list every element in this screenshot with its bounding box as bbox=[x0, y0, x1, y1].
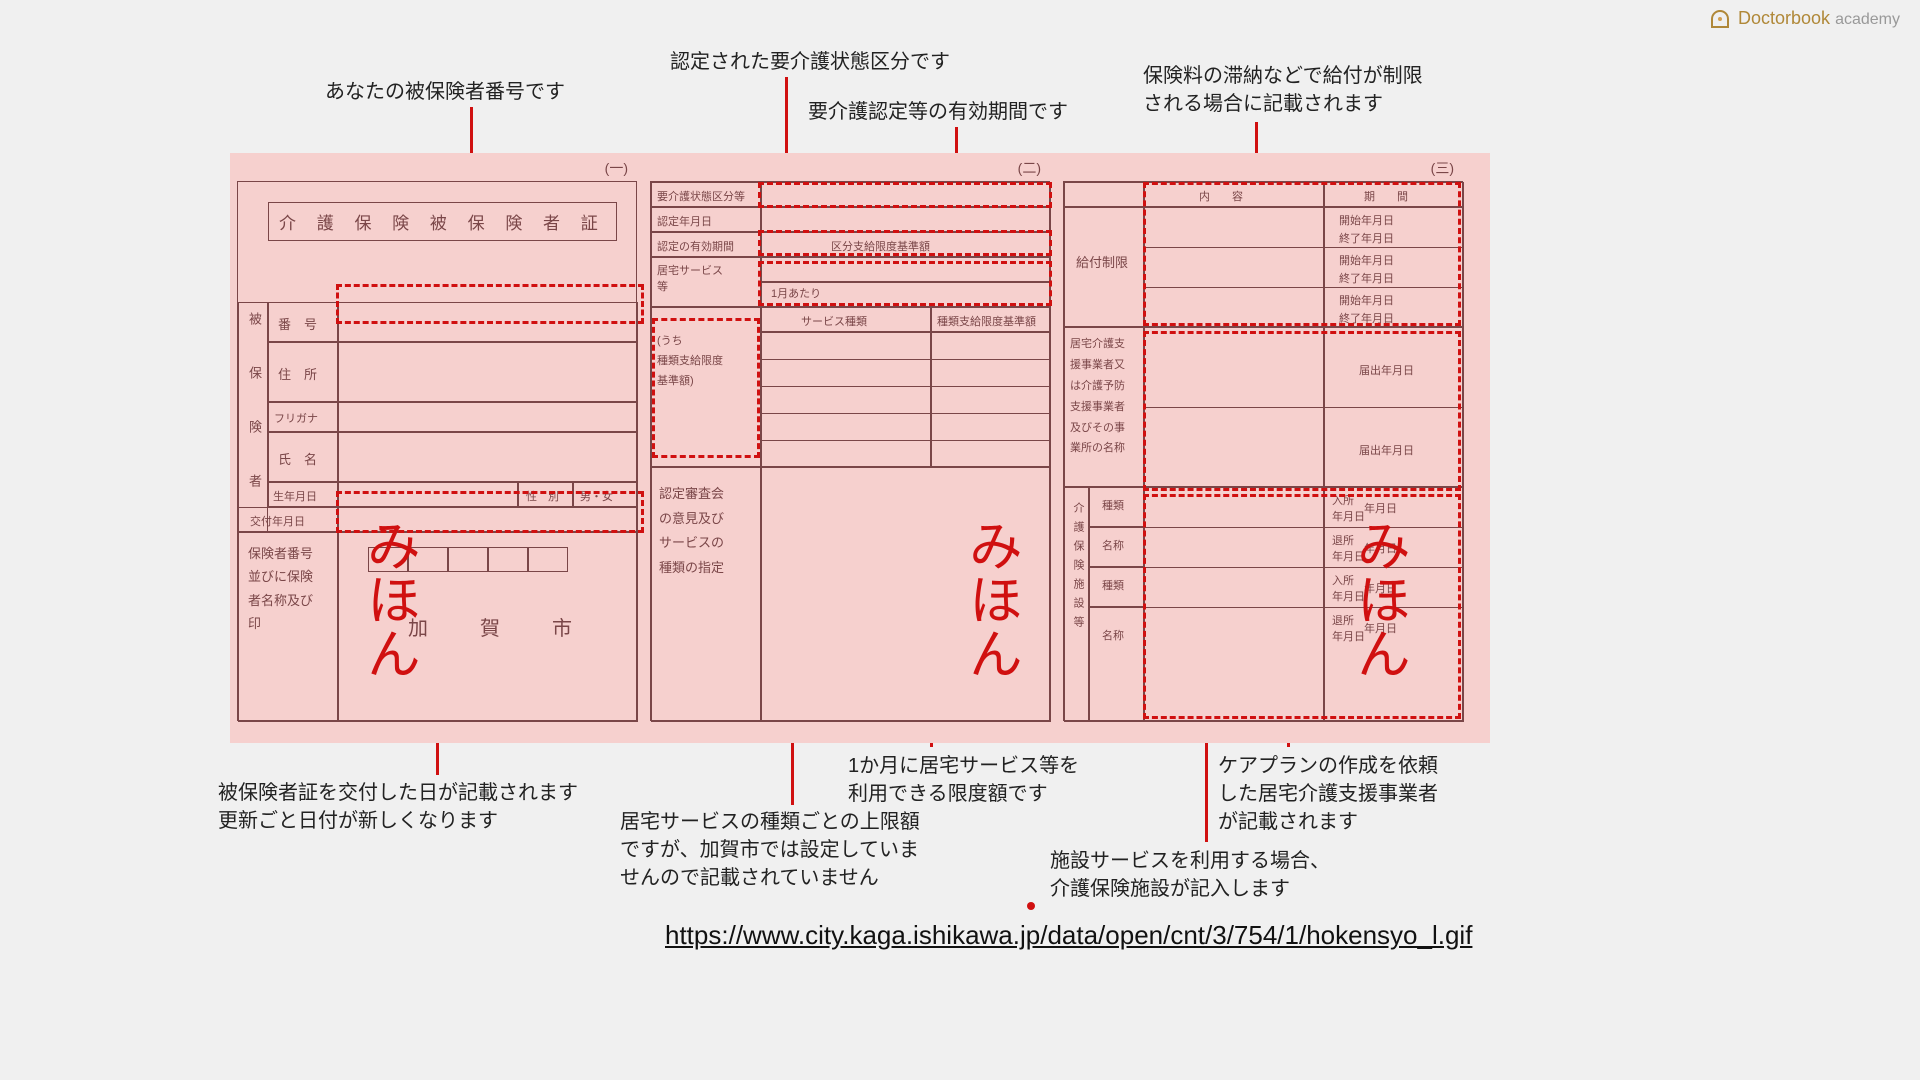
p2-r6: (うち 種類支給限度 基準額) bbox=[657, 332, 723, 391]
p3-r1: 給付制限 bbox=[1076, 252, 1128, 271]
panel-1-number: (一) bbox=[605, 158, 628, 178]
logo-sub: academy bbox=[1835, 11, 1900, 28]
p3-d1a: 開始年月日 bbox=[1339, 212, 1394, 228]
p3-s3d-1: 名称 bbox=[1102, 627, 1124, 643]
p2-r7: 認定審査会 の意見及び サービスの 種類の指定 bbox=[659, 482, 724, 581]
annot-insured-number: あなたの被保険者番号です bbox=[325, 78, 565, 106]
p2-r3: 認定の有効期間 bbox=[657, 238, 734, 254]
p3-s3a-1: 種類 bbox=[1102, 497, 1124, 513]
p2-r3b: 区分支給限度基準額 bbox=[831, 238, 930, 254]
certificate-sample: (一) 介 護 保 険 被 保 険 者 証 被 保 険 者 番 号 住 所 フリ… bbox=[230, 153, 1490, 743]
p2-r4: 居宅サービス 等 bbox=[657, 262, 723, 294]
p2-r5a: サービス種類 bbox=[801, 313, 867, 329]
p1-sidelabel: 被 保 険 者 bbox=[245, 312, 264, 501]
annot-monthly-limit: 1か月に居宅サービス等を 利用できる限度額です bbox=[848, 752, 1079, 808]
p2-r1: 要介護状態区分等 bbox=[657, 188, 745, 204]
p2-r2: 認定年月日 bbox=[657, 213, 712, 229]
p1-juusho: 住 所 bbox=[278, 364, 317, 383]
p1-furigana: フリガナ bbox=[274, 410, 318, 426]
annot-issue-date: 被保険者証を交付した日が記載されます 更新ごと日付が新しくなります bbox=[218, 779, 578, 835]
p3-r2: 居宅介護支 援事業者又 は介護予防 支援事業者 及びその事 業所の名称 bbox=[1070, 334, 1125, 459]
p3-s3b-1: 名称 bbox=[1102, 537, 1124, 553]
logo-brand: Doctorbook bbox=[1738, 8, 1830, 28]
annot-restriction: 保険料の滞納などで給付が制限 される場合に記載されます bbox=[1143, 62, 1423, 118]
p1-sexval: 男・女 bbox=[580, 488, 613, 504]
cursor-dot bbox=[1027, 902, 1035, 910]
panel-3-number: (三) bbox=[1431, 158, 1454, 178]
logo-icon bbox=[1711, 10, 1729, 28]
p1-city: 加 賀 市 bbox=[408, 612, 588, 641]
annot-service-type-limit: 居宅サービスの種類ごとの上限額 ですが、加賀市では設定していま せんので記載され… bbox=[620, 808, 920, 892]
mihon-1: みほん bbox=[358, 518, 417, 680]
brand-logo: Doctorbook academy bbox=[1711, 8, 1900, 29]
p3-d1b: 終了年月日 bbox=[1339, 230, 1394, 246]
panel-1-title: 介 護 保 険 被 保 険 者 証 bbox=[268, 202, 617, 241]
panel-1: (一) 介 護 保 険 被 保 険 者 証 被 保 険 者 番 号 住 所 フリ… bbox=[237, 181, 637, 721]
panel-2-number: (二) bbox=[1018, 158, 1041, 178]
annot-facility: 施設サービスを利用する場合、 介護保険施設が記入します bbox=[1050, 847, 1330, 903]
p3-r3side: 介護保険施設等 bbox=[1070, 502, 1086, 635]
p1-shimei: 氏 名 bbox=[278, 449, 317, 468]
p1-bangou: 番 号 bbox=[278, 314, 317, 333]
p1-sex: 性 別 bbox=[526, 488, 559, 504]
p3-s3c-1: 種類 bbox=[1102, 577, 1124, 593]
p3-hdr1: 内 容 bbox=[1199, 188, 1243, 204]
annot-care-plan: ケアプランの作成を依頼 した居宅介護支援事業者 が記載されます bbox=[1218, 752, 1438, 836]
source-url: https://www.city.kaga.ishikawa.jp/data/o… bbox=[665, 920, 1472, 951]
p3-hdr2: 期 間 bbox=[1364, 188, 1408, 204]
mihon-2: みほん bbox=[960, 518, 1019, 680]
mihon-3: みほん bbox=[1348, 518, 1407, 680]
p1-bottom: 保険者番号 並びに保険 者名称及び 印 bbox=[248, 542, 313, 636]
p2-r5b: 種類支給限度基準額 bbox=[937, 313, 1036, 329]
p1-birth: 生年月日 bbox=[273, 488, 317, 504]
p3-sub2a: 届出年月日 bbox=[1359, 362, 1414, 378]
annot-care-level: 認定された要介護状態区分です bbox=[670, 48, 950, 76]
p1-issue: 交付年月日 bbox=[250, 513, 305, 529]
annot-valid-period: 要介護認定等の有効期間です bbox=[808, 98, 1068, 126]
p3-sub2b: 届出年月日 bbox=[1359, 442, 1414, 458]
